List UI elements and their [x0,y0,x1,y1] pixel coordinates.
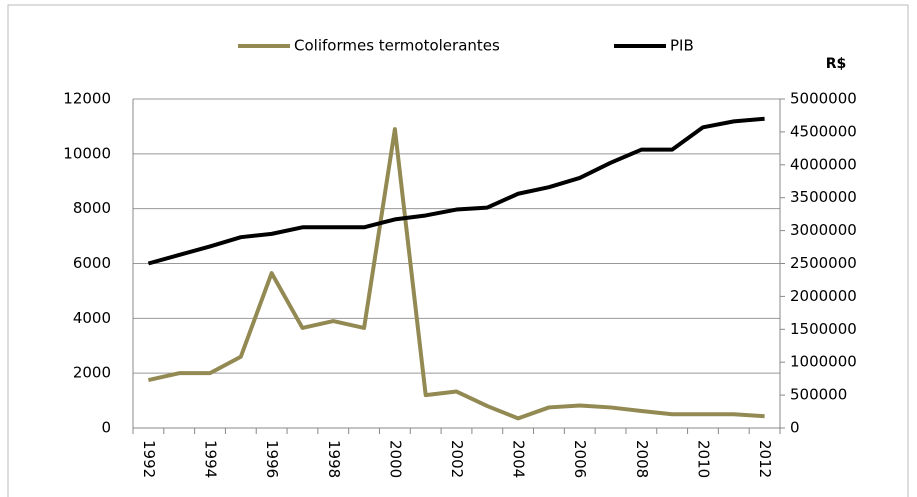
y2-tick-label: 1500000 [790,320,857,338]
y-tick-label: 6000 [73,254,111,272]
series-line [147,127,765,421]
y2-tick-label: 0 [790,419,800,437]
y2-tick-label: 3000000 [790,221,857,239]
x-tick-label: 1994 [202,440,220,478]
x-tick-label: 2012 [756,440,774,478]
legend-label: Coliformes termotolerantes [294,37,500,55]
x-tick-label: 1992 [140,440,158,478]
y-tick-label: 4000 [73,309,111,327]
y-tick-label: 10000 [63,144,111,162]
x-tick-label: 1998 [325,440,343,478]
x-tick-label: 2002 [448,440,466,478]
chart-frame [7,4,909,497]
x-tick-label: 2000 [386,440,404,478]
y2-tick-label: 500000 [790,386,847,404]
y2-tick-label: 4500000 [790,122,857,140]
x-tick-label: 2004 [510,440,528,478]
y2-tick-label: 1000000 [790,353,857,371]
y-tick-label: 8000 [73,199,111,217]
x-tick-label: 2006 [571,440,589,478]
y2-tick-label: 2500000 [790,254,857,272]
x-tick-label: 2008 [633,440,651,478]
y-tick-label: 0 [101,419,111,437]
legend-label: PIB [670,37,694,55]
y-tick-label: 12000 [63,90,111,108]
y2-tick-label: 5000000 [790,90,857,108]
y-tick-label: 2000 [73,364,111,382]
y2-tick-label: 4000000 [790,155,857,173]
y2-axis-label: R$ [826,56,847,72]
x-tick-label: 2010 [694,440,712,478]
series-line [147,116,765,266]
y2-tick-label: 2000000 [790,287,857,305]
x-tick-label: 1996 [263,440,281,478]
y2-tick-label: 3500000 [790,188,857,206]
